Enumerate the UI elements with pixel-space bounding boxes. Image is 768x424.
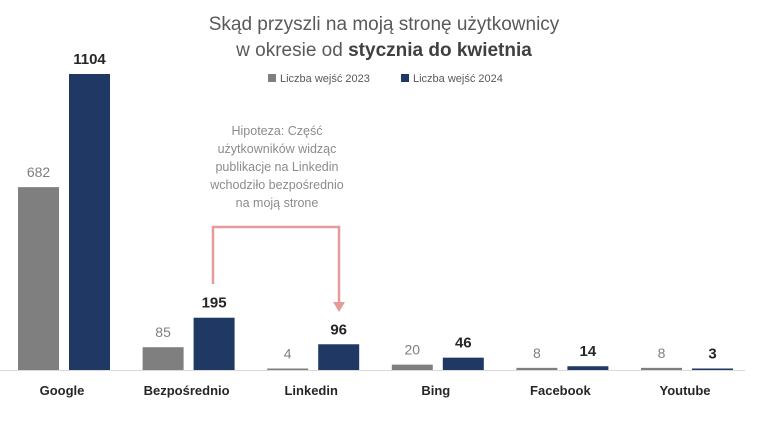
category-label-google: Google (40, 383, 85, 398)
bar-2023-bezpośrednio (142, 347, 184, 370)
category-label-bing: Bing (421, 383, 450, 398)
data-label-2024-youtube: 3 (708, 346, 716, 363)
bar-2023-linkedin (267, 368, 309, 370)
annotation-text-line: Hipoteza: Część (231, 124, 322, 138)
data-label-2024-bezpośrednio: 195 (202, 295, 227, 312)
bar-2023-facebook (516, 367, 558, 370)
bar-2023-google (18, 187, 59, 370)
bar-2024-facebook (567, 366, 609, 370)
chart-title-line2: w okresie od stycznia do kwietnia (235, 40, 532, 61)
data-label-2023-google: 682 (27, 164, 51, 180)
chart-title-line1: Skąd przyszli na moją stronę użytkownicy (209, 14, 560, 35)
bar-2024-linkedin (318, 344, 360, 370)
category-label-linkedin: Linkedin (284, 383, 338, 398)
data-label-2023-bing: 20 (405, 342, 421, 358)
arrow-head-icon (333, 302, 345, 312)
annotation-text-line: publikacje na Linkedin (215, 160, 338, 174)
legend-swatch-2024 (401, 74, 409, 82)
bar-2024-google (69, 74, 110, 370)
title-regular: w okresie od (235, 40, 348, 61)
annotation-arrow (211, 225, 341, 303)
title-bold: stycznia do kwietnia (348, 40, 532, 61)
data-label-2024-facebook: 14 (580, 343, 597, 360)
bar-2023-bing (391, 364, 433, 370)
bar-2024-bing (442, 357, 484, 370)
annotation-text-line: wchodziło bezpośrednio (209, 178, 343, 192)
annotation: Hipoteza: Część użytkowników widząc publik… (209, 124, 345, 312)
legend-label-2024: Liczba wejść 2024 (413, 73, 503, 85)
data-label-2024-linkedin: 96 (330, 321, 347, 338)
bars: 682 1104 Google 85 195 Bezpośrednio 4 96 Linkedi… (18, 51, 733, 398)
data-label-2024-bing: 46 (455, 335, 472, 352)
legend: Liczba wejść 2023 Liczba wejść 2024 (268, 73, 503, 85)
legend-swatch-2023 (268, 74, 276, 82)
data-label-2023-bezpośrednio: 85 (155, 324, 171, 340)
data-label-2023-youtube: 8 (658, 345, 666, 361)
bar-2024-youtube (692, 368, 733, 370)
data-label-2023-facebook: 8 (533, 345, 541, 361)
annotation-text-line: użytkowników widząc (218, 142, 337, 156)
bar-2023-youtube (641, 367, 682, 370)
category-label-youtube: Youtube (659, 383, 710, 398)
bar-2024-bezpośrednio (193, 317, 235, 370)
category-label-facebook: Facebook (530, 383, 591, 398)
data-label-2023-linkedin: 4 (284, 346, 292, 362)
category-label-bezpośrednio: Bezpośrednio (144, 383, 230, 398)
legend-label-2023: Liczba wejść 2023 (280, 73, 370, 85)
data-label-2024-google: 1104 (73, 51, 106, 68)
annotation-text-line: na moją strone (236, 196, 319, 210)
